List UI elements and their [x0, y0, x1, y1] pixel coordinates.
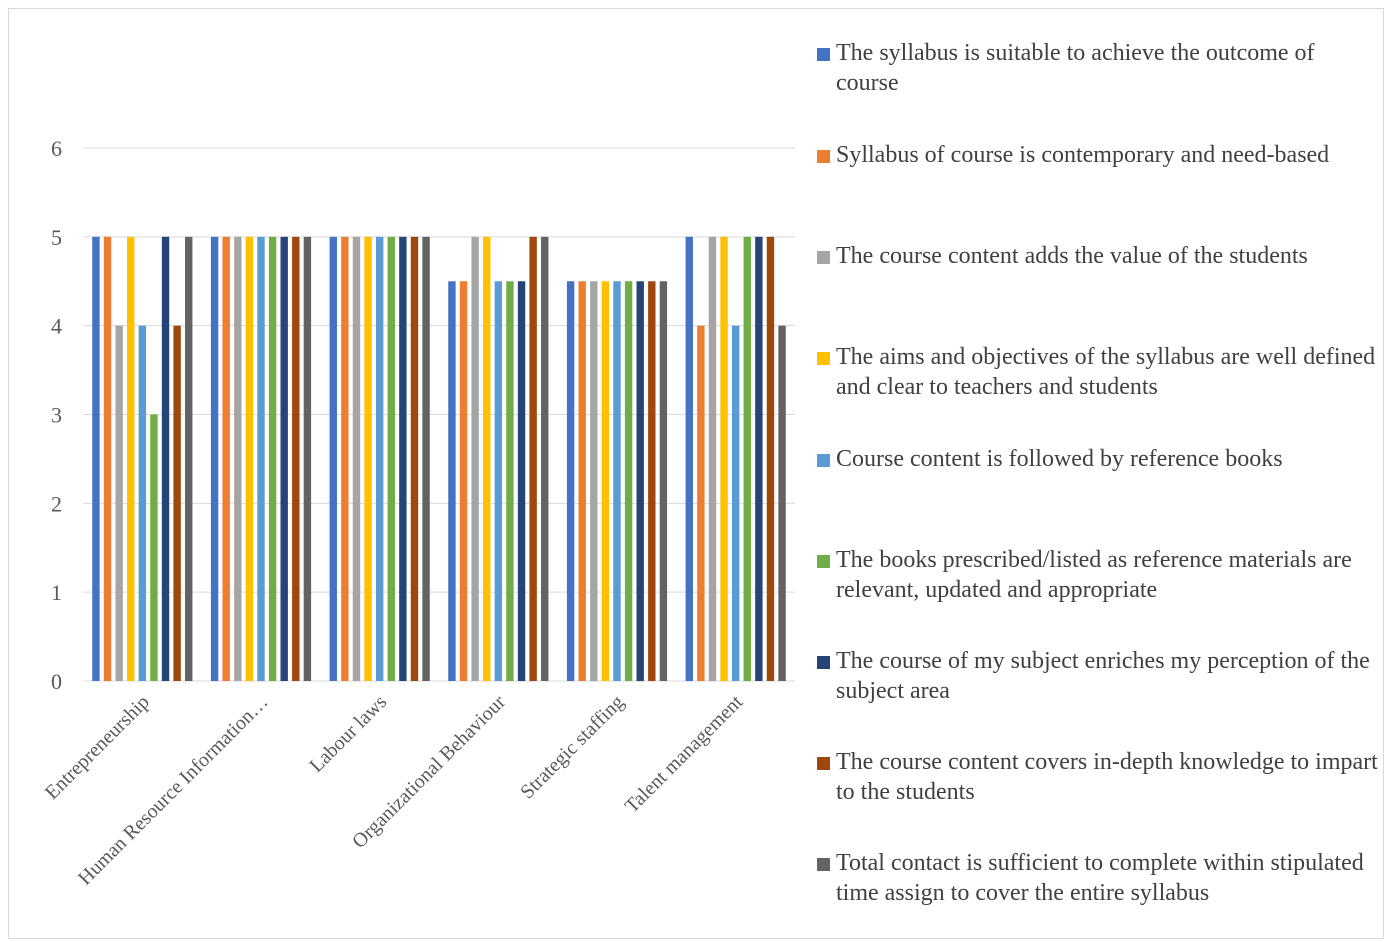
bar [303, 236, 312, 682]
y-tick-label: 4 [51, 314, 62, 339]
bar [280, 236, 288, 682]
legend-item: Course content is followed by reference … [817, 444, 1283, 474]
gridlines [83, 147, 795, 682]
bar [743, 236, 751, 682]
bar [778, 325, 786, 681]
bar [601, 281, 610, 681]
bar [494, 281, 503, 681]
bar [517, 281, 526, 681]
bar [471, 236, 479, 682]
bar [636, 281, 644, 681]
legend-item: The books prescribed/listed as reference… [817, 545, 1382, 605]
bar [127, 236, 135, 682]
bar [755, 236, 763, 682]
legend-swatch [817, 555, 830, 568]
bar [720, 236, 728, 682]
legend-item: The course of my subject enriches my per… [817, 646, 1382, 706]
bar [731, 325, 740, 681]
bar [364, 236, 372, 682]
bar [210, 236, 219, 682]
bar [115, 325, 123, 681]
bar [387, 236, 395, 682]
chart-frame [8, 8, 1384, 939]
bar [375, 236, 384, 682]
bar [529, 236, 537, 682]
x-tick-label: Talent management [621, 691, 748, 818]
bar [766, 236, 775, 682]
bar [483, 236, 491, 682]
legend-swatch [817, 858, 830, 871]
legend-label: The syllabus is suitable to achieve the … [836, 40, 1315, 96]
bar [624, 281, 633, 681]
bar [697, 325, 705, 681]
bar [422, 236, 430, 682]
legend-swatch [817, 656, 830, 669]
y-tick-label: 6 [51, 136, 62, 161]
bar [150, 414, 158, 681]
x-tick-label: Human Resource Information… [74, 691, 273, 890]
bar [173, 325, 181, 681]
bar [234, 236, 242, 682]
y-tick-label: 2 [51, 491, 62, 516]
bar [448, 281, 456, 681]
bar [685, 236, 693, 682]
bar [541, 236, 549, 682]
legend-item: Total contact is sufficient to complete … [817, 848, 1382, 908]
bar [590, 281, 598, 681]
legend-item: The course content adds the value of the… [817, 241, 1308, 271]
bar [103, 236, 112, 682]
legend-label: The course content adds the value of the… [836, 243, 1308, 269]
x-tick-label: Strategic staffing [516, 691, 628, 803]
bar [222, 236, 230, 682]
bar [185, 236, 193, 682]
bars [92, 236, 786, 682]
bar [245, 236, 254, 682]
bar [613, 281, 621, 681]
legend-label: Syllabus of course is contemporary and n… [836, 142, 1330, 168]
bar [410, 236, 419, 682]
bar [566, 281, 575, 681]
legend-swatch [817, 757, 830, 770]
bar [292, 236, 300, 682]
bar [648, 281, 656, 681]
bar [578, 281, 586, 681]
legend-swatch [817, 150, 830, 163]
y-axis-ticks: 0 1 2 3 4 5 6 [51, 136, 62, 694]
legend-swatch [817, 251, 830, 264]
y-tick-label: 3 [51, 403, 62, 428]
legend-label: The course content covers in-depth knowl… [836, 749, 1378, 805]
bar [708, 236, 717, 682]
legend-label: The books prescribed/listed as reference… [836, 547, 1352, 603]
bar [341, 236, 349, 682]
bar [329, 236, 337, 682]
bar [506, 281, 514, 681]
legend-swatch [817, 48, 830, 61]
legend-item: The course content covers in-depth knowl… [817, 747, 1382, 807]
bar [352, 236, 361, 682]
bar [399, 236, 407, 682]
bar [92, 236, 100, 682]
legend-label: Course content is followed by reference … [836, 446, 1283, 472]
bar [257, 236, 265, 682]
bar [161, 236, 170, 682]
bar [138, 325, 147, 681]
bar [459, 281, 468, 681]
legend-item: The syllabus is suitable to achieve the … [817, 38, 1382, 98]
y-tick-label: 1 [51, 580, 62, 605]
x-tick-label: Labour laws [305, 691, 391, 777]
legend-label: The aims and objectives of the syllabus … [836, 344, 1376, 400]
y-tick-label: 0 [51, 669, 62, 694]
y-tick-label: 5 [51, 225, 62, 250]
legend-swatch [817, 352, 830, 365]
legend-label: The course of my subject enriches my per… [836, 648, 1370, 704]
x-tick-label: Entrepreneurship [41, 691, 154, 804]
legend-swatch [817, 454, 830, 467]
legend-item: The aims and objectives of the syllabus … [817, 342, 1382, 402]
bar [268, 236, 277, 682]
legend-item: Syllabus of course is contemporary and n… [817, 140, 1329, 170]
bar [659, 281, 668, 681]
legend-label: Total contact is sufficient to complete … [836, 850, 1364, 906]
